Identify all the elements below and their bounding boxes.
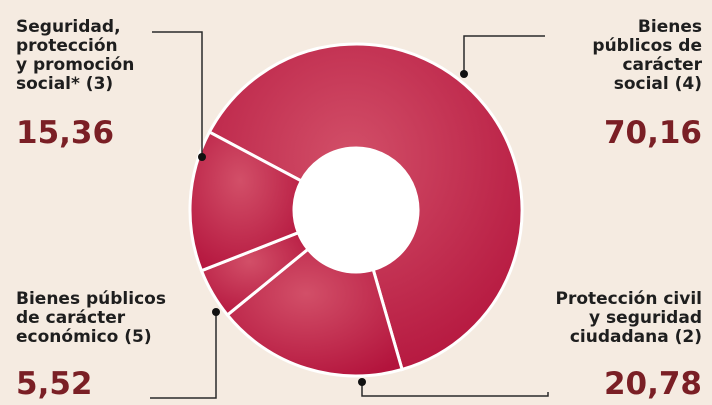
label-bienes-publicos-economico: Bienes públicos de carácter económico (5…: [16, 289, 166, 347]
leader-seguridad-proteccion: [152, 31, 203, 157]
value-bienes-publicos-social: 70,16: [603, 115, 702, 151]
slice-bienes-publicos-social: [207, 42, 524, 372]
leader-proteccion-civil: [361, 382, 549, 397]
donut-hole: [295, 149, 417, 271]
leader-bienes-publicos-economico-dot: [212, 308, 220, 316]
leader-bienes-publicos-social-dot: [460, 70, 468, 78]
leader-bienes-publicos-economico: [150, 312, 217, 399]
label-seguridad-proteccion: Seguridad, protección y promoción social…: [16, 17, 135, 94]
label-proteccion-civil: Protección civil y seguridad ciudadana (…: [555, 289, 702, 347]
slice-seguridad-proteccion: [188, 130, 304, 273]
value-seguridad-proteccion: 15,36: [16, 115, 115, 151]
leader-proteccion-civil-dot: [358, 378, 366, 386]
value-bienes-publicos-economico: 5,52: [16, 366, 93, 402]
value-proteccion-civil: 20,78: [603, 366, 702, 402]
label-bienes-publicos-social: Bienes públicos de carácter social (4): [592, 17, 702, 94]
leader-seguridad-proteccion-dot: [198, 153, 206, 161]
leader-bienes-publicos-social: [463, 35, 545, 74]
